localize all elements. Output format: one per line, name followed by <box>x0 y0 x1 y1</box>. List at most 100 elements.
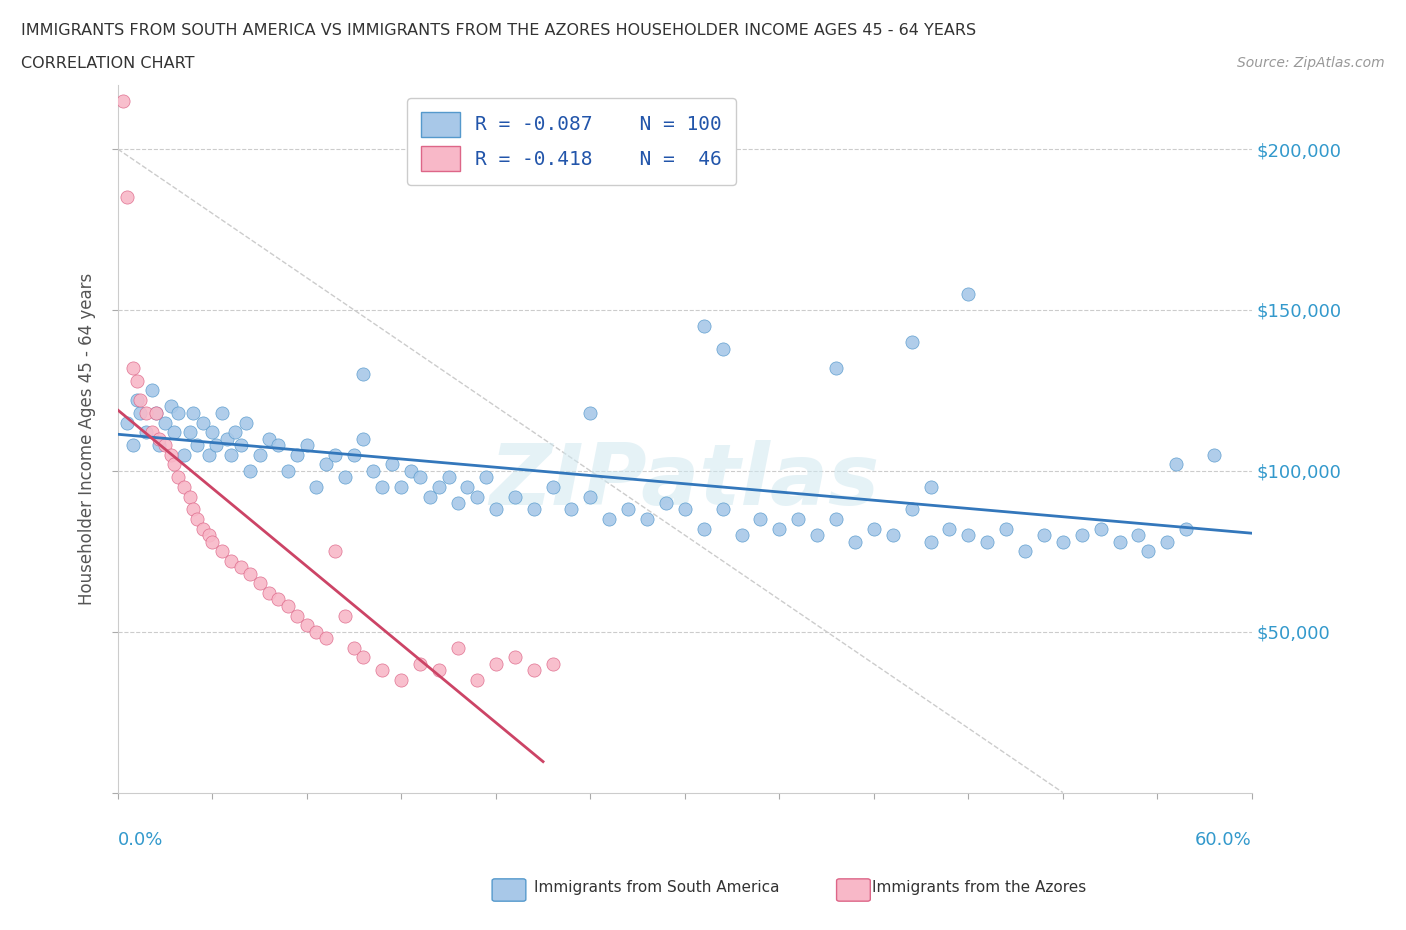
Point <box>323 447 346 462</box>
Point <box>749 512 772 526</box>
Point <box>219 553 242 568</box>
Point <box>1128 527 1150 542</box>
Point <box>205 438 228 453</box>
Point <box>343 447 366 462</box>
Point <box>560 502 582 517</box>
Point <box>125 392 148 407</box>
Text: 0.0%: 0.0% <box>118 831 163 849</box>
Text: Immigrants from the Azores: Immigrants from the Azores <box>872 880 1085 895</box>
Point <box>447 640 470 655</box>
Point <box>277 599 299 614</box>
Point <box>523 502 546 517</box>
Point <box>173 447 195 462</box>
Point <box>186 438 208 453</box>
Point <box>315 457 337 472</box>
Point <box>211 544 233 559</box>
Point <box>249 576 271 591</box>
Point <box>711 341 734 356</box>
Point <box>1070 527 1092 542</box>
Point <box>485 502 508 517</box>
Point <box>579 489 602 504</box>
Point <box>153 415 176 430</box>
Point <box>141 425 163 440</box>
Point <box>673 502 696 517</box>
Point <box>112 93 135 108</box>
Point <box>219 447 242 462</box>
Point <box>145 405 167 420</box>
Point <box>267 592 290 607</box>
Point <box>305 624 328 639</box>
Point <box>285 608 308 623</box>
Point <box>163 425 186 440</box>
Point <box>117 190 139 205</box>
Point <box>333 608 356 623</box>
Point <box>399 463 422 478</box>
Point <box>475 470 498 485</box>
Point <box>173 480 195 495</box>
Point <box>636 512 658 526</box>
Point <box>1156 534 1178 549</box>
Point <box>825 512 848 526</box>
Point <box>1108 534 1130 549</box>
Point <box>179 489 201 504</box>
Point <box>920 480 942 495</box>
Point <box>183 502 205 517</box>
Text: 60.0%: 60.0% <box>1195 831 1251 849</box>
Point <box>167 405 190 420</box>
Point <box>541 480 564 495</box>
Point <box>353 432 375 446</box>
Point <box>447 496 470 511</box>
Point <box>179 425 201 440</box>
Point <box>806 527 828 542</box>
Point <box>862 522 884 537</box>
Point <box>122 438 145 453</box>
Point <box>333 470 356 485</box>
Point <box>163 457 186 472</box>
Point <box>159 399 181 414</box>
Point <box>957 286 980 301</box>
Text: CORRELATION CHART: CORRELATION CHART <box>21 56 194 71</box>
Point <box>579 405 602 420</box>
Point <box>201 534 224 549</box>
Point <box>353 650 375 665</box>
Point <box>389 480 412 495</box>
Point <box>235 415 257 430</box>
Point <box>920 534 942 549</box>
Point <box>197 527 219 542</box>
Point <box>1174 522 1197 537</box>
Point <box>295 438 318 453</box>
Point <box>995 522 1018 537</box>
Point <box>456 480 478 495</box>
Point <box>768 522 790 537</box>
Point <box>976 534 998 549</box>
Point <box>371 663 394 678</box>
Point <box>353 366 375 381</box>
Point <box>503 650 526 665</box>
Point <box>343 640 366 655</box>
Text: Immigrants from South America: Immigrants from South America <box>534 880 780 895</box>
Text: IMMIGRANTS FROM SOUTH AMERICA VS IMMIGRANTS FROM THE AZORES HOUSEHOLDER INCOME A: IMMIGRANTS FROM SOUTH AMERICA VS IMMIGRA… <box>21 23 976 38</box>
Point <box>135 405 157 420</box>
Point <box>381 457 404 472</box>
Point <box>503 489 526 504</box>
Point <box>129 392 152 407</box>
Point <box>257 432 280 446</box>
Point <box>295 618 318 632</box>
Point <box>211 405 233 420</box>
Point <box>229 438 252 453</box>
Point <box>1202 447 1225 462</box>
Point <box>197 447 219 462</box>
Point <box>900 335 922 350</box>
Point <box>1166 457 1188 472</box>
Point <box>159 447 181 462</box>
Point <box>249 447 271 462</box>
Point <box>882 527 904 542</box>
Point <box>485 657 508 671</box>
Point <box>957 527 980 542</box>
Point <box>148 432 170 446</box>
Point <box>277 463 299 478</box>
Point <box>465 489 488 504</box>
Point <box>427 663 450 678</box>
Text: ZIPatlas: ZIPatlas <box>489 440 880 523</box>
Point <box>692 319 714 334</box>
